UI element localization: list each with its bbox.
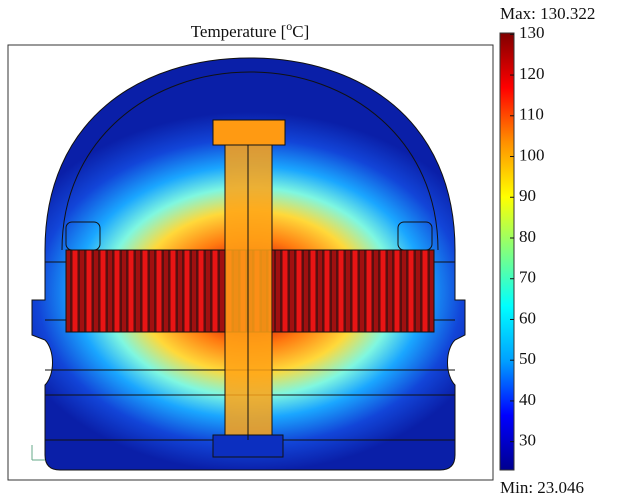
colorbar-tick-label: 110 bbox=[519, 105, 544, 124]
colorbar-tick-label: 70 bbox=[519, 268, 536, 287]
colorbar-tick-label: 40 bbox=[519, 390, 536, 409]
colorbar-tick-label: 100 bbox=[519, 145, 545, 164]
colorbar-tick-label: 80 bbox=[519, 227, 536, 246]
max-label: Max: 130.322 bbox=[500, 4, 595, 23]
min-label: Min: 23.046 bbox=[500, 478, 584, 497]
colorbar-tick-label: 90 bbox=[519, 186, 536, 205]
colorbar-tick-label: 30 bbox=[519, 431, 536, 450]
axis-triad bbox=[31, 445, 45, 461]
chart-title: Temperature [oC] bbox=[191, 19, 310, 41]
plot-frame bbox=[7, 44, 494, 481]
colorbar-tick-label: 50 bbox=[519, 349, 536, 368]
colorbar-tick-label: 120 bbox=[519, 64, 545, 83]
colorbar bbox=[499, 32, 515, 471]
field bbox=[31, 57, 466, 471]
colorbar-tick-label: 60 bbox=[519, 308, 536, 327]
colorbar-tick-label: 130 bbox=[519, 23, 545, 42]
